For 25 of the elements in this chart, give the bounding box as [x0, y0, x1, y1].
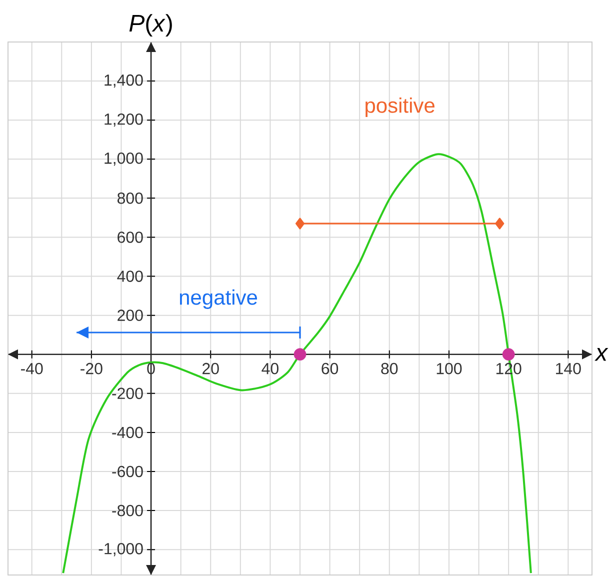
y-tick-label: 1,200: [104, 113, 143, 127]
x-tick-label: 60: [322, 362, 338, 374]
y-tick-label: -1,000: [98, 543, 143, 556]
line-series: [62, 153, 532, 574]
y-tick-label: 1,400: [104, 74, 143, 88]
y-tick-label: -400: [112, 426, 143, 438]
x-tick-label: 140: [556, 362, 581, 374]
y-axis-title: P(x): [129, 14, 172, 36]
y-tick-label: 200: [118, 310, 143, 321]
x-tick-label: 40: [262, 362, 278, 374]
text: positive: [366, 97, 434, 118]
series-label: negative: [180, 289, 258, 309]
y-tick-label: 400: [117, 270, 143, 282]
x-axis-title: x: [594, 348, 608, 361]
y-tick-label: -800: [112, 504, 143, 516]
x-tick-label: -40: [20, 362, 43, 374]
x-tick-label: -20: [80, 362, 102, 374]
y-tick-label: 600: [118, 232, 143, 243]
y-tick-label: -200: [112, 388, 143, 400]
x-tick-label: 20: [202, 362, 219, 374]
x-tick-label: 100: [436, 362, 462, 374]
y-tick-label: -600: [112, 466, 143, 478]
y-tick-label: 1,000: [104, 152, 143, 166]
x-tick-label: 80: [381, 362, 398, 374]
y-tick-label: 800: [117, 192, 143, 204]
